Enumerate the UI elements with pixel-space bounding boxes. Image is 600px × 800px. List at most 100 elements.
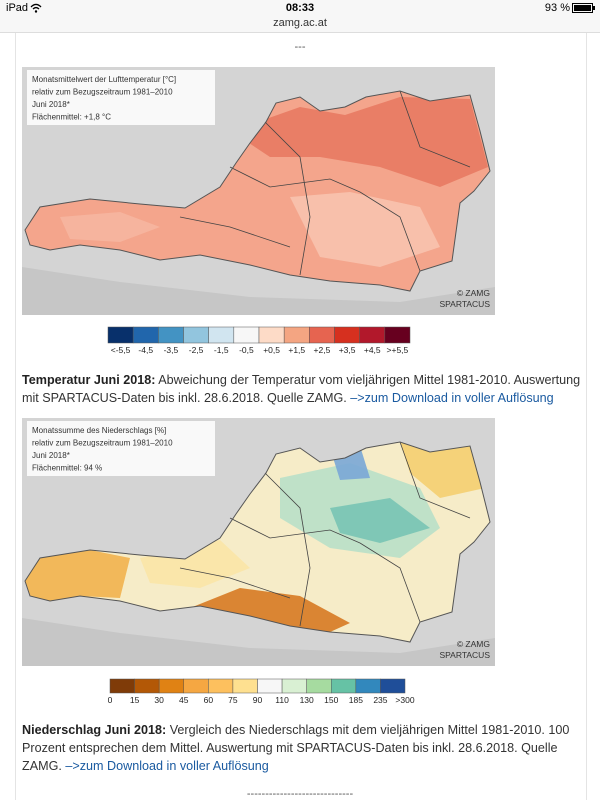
scale-label: 30 (154, 695, 164, 705)
caption-title: Niederschlag Juni 2018: (22, 723, 167, 737)
scale-label: 45 (179, 695, 189, 705)
scale-swatch (132, 326, 159, 344)
status-bar: iPad 08:33 93 % zamg.ac.at (0, 0, 600, 33)
patches (60, 97, 488, 267)
scale-swatch (158, 326, 184, 344)
map-legend-text: Monatsmittelwert der Lufttemperatur [°C] (32, 75, 176, 84)
scale-swatch (380, 678, 406, 694)
download-link[interactable]: –>zum Download in voller Auflösung (350, 391, 554, 405)
scale-swatch (384, 326, 411, 344)
scale-label: 110 (275, 695, 289, 705)
scale-swatch (355, 678, 381, 694)
scale-label: -2,5 (189, 345, 204, 355)
scale-swatch (109, 678, 135, 694)
caption: Temperatur Juni 2018: Abweichung der Tem… (22, 371, 582, 407)
scale-label: 75 (228, 695, 238, 705)
battery-icon (572, 3, 595, 13)
scale-label: -1,5 (214, 345, 229, 355)
region (60, 212, 160, 242)
country-outline (24, 90, 491, 292)
separator: --- (294, 41, 306, 53)
separator: ----------------------------- (246, 788, 354, 800)
precipitation-map: Monatssumme des Niederschlags [%] relativ… (22, 418, 495, 705)
scale-swatch (208, 326, 235, 344)
scale-label: 0 (108, 695, 113, 705)
map-legend-text: Monatssumme des Niederschlags [%] (32, 426, 166, 435)
map-legend-text: relativ zum Bezugszeitraum 1981–2010 (32, 439, 173, 448)
region (290, 192, 440, 267)
caption: Niederschlag Juni 2018: Vergleich des Ni… (22, 721, 582, 775)
scale-swatch (283, 326, 310, 344)
region (240, 97, 488, 187)
scale-label: 185 (349, 695, 363, 705)
map-legend-text: Flächenmittel: 94 % (32, 464, 102, 473)
credit: © ZAMG (457, 288, 490, 298)
scale-label: -4,5 (138, 345, 153, 355)
url[interactable]: zamg.ac.at (273, 17, 327, 29)
scale-label: -3,5 (164, 345, 179, 355)
map-legend-text: Juni 2018* (32, 451, 70, 460)
map-legend-text: Flächenmittel: +1,8 °C (32, 113, 111, 122)
scale-label: 90 (253, 695, 263, 705)
scale-swatch (232, 678, 258, 694)
patches (25, 442, 485, 632)
map: Monatssumme des Niederschlags [%] relativ… (22, 418, 495, 666)
scale-swatch (233, 326, 260, 344)
scale-swatch (334, 326, 360, 344)
scale-label: +3,5 (339, 345, 356, 355)
borders (179, 90, 471, 276)
scale-swatch (208, 678, 234, 694)
scale-swatch (183, 678, 209, 694)
scale-swatch (281, 678, 307, 694)
map-legend-text: Juni 2018* (32, 100, 70, 109)
scale-label: >300 (395, 695, 414, 705)
borders (179, 441, 471, 627)
device-name: iPad (6, 2, 29, 14)
scale-swatch (258, 326, 285, 344)
scale-swatch (107, 326, 134, 344)
scale-label: +0,5 (263, 345, 280, 355)
scale-swatch (183, 326, 209, 344)
credit: © ZAMG (457, 639, 490, 649)
map-legend-text: relativ zum Bezugszeitraum 1981–2010 (32, 88, 173, 97)
caption-text: Abweichung der Temperatur vom vieljährig… (22, 373, 581, 405)
temperature-map: Monatsmittelwert der Lufttemperatur [°C]… (22, 67, 495, 355)
scale-label: +1,5 (288, 345, 305, 355)
scale-label: 15 (130, 695, 140, 705)
relief (22, 267, 495, 315)
scale-label: 150 (324, 695, 338, 705)
scale-swatch (158, 678, 185, 694)
scale-swatch (331, 678, 357, 694)
scale-label: 60 (204, 695, 214, 705)
scale-swatch (306, 678, 332, 694)
scale-label: >+5,5 (387, 345, 409, 355)
region (400, 442, 485, 498)
battery-level: 93 % (544, 2, 570, 14)
scale-label: -0,5 (239, 345, 254, 355)
region (190, 588, 350, 632)
country-outline (24, 441, 491, 643)
caption-title: Temperatur Juni 2018: (22, 373, 156, 387)
caption-text: Vergleich des Niederschlags mit dem viel… (22, 723, 570, 773)
scale-label: +2,5 (314, 345, 331, 355)
scale-swatch (359, 326, 386, 344)
scale-label: <-5,5 (111, 345, 131, 355)
relief (22, 618, 495, 666)
scale-swatch (257, 678, 283, 694)
scale-label: +4,5 (364, 345, 381, 355)
scale-label: 130 (300, 695, 314, 705)
download-link[interactable]: –>zum Download in voller Auflösung (65, 759, 269, 773)
scale-swatch (134, 678, 160, 694)
map-legend-box (27, 70, 215, 125)
scale-label: 235 (373, 695, 387, 705)
wifi-icon (30, 3, 42, 13)
map-legend-box (27, 421, 215, 476)
region (330, 498, 430, 543)
content-frame (15, 33, 587, 800)
region (25, 550, 130, 601)
map: Monatsmittelwert der Lufttemperatur [°C]… (22, 67, 495, 315)
clock: 08:33 (285, 2, 315, 14)
scale-swatch (309, 326, 335, 344)
credit: SPARTACUS (439, 299, 490, 309)
